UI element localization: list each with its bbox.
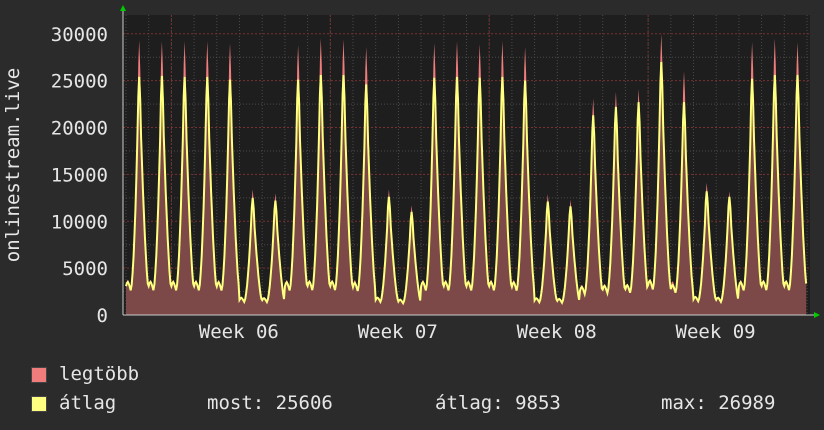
axes <box>120 5 820 318</box>
x-tick-label: Week 07 <box>358 321 438 340</box>
y-tick-label: 20000 <box>51 118 108 140</box>
legend-swatch-max <box>31 367 47 383</box>
y-axis-label: onlinestream.live <box>2 68 24 262</box>
legend-entry-avg: átlag most: 25606 átlag: 9853 max: 26989 <box>31 392 811 414</box>
legend-label-avg: átlag <box>59 392 117 414</box>
y-tick-label: 30000 <box>51 24 108 46</box>
y-tick-label: 5000 <box>62 258 108 280</box>
y-tick-labels: 0 5000 10000 15000 20000 25000 30000 <box>51 24 108 327</box>
x-tick-labels: Week 06 Week 07 Week 08 Week 09 <box>199 321 756 340</box>
x-tick-label: Week 06 <box>199 321 279 340</box>
stat-max: max: 26989 <box>661 392 776 414</box>
stat-current: most: 25606 <box>207 392 333 414</box>
stat-average: átlag: 9853 <box>435 392 561 414</box>
grid-lines <box>123 15 810 315</box>
y-tick-label: 10000 <box>51 211 108 233</box>
y-tick-label: 25000 <box>51 71 108 93</box>
y-tick-label: 0 <box>97 305 108 327</box>
y-tick-label: 15000 <box>51 164 108 186</box>
legend-swatch-avg <box>31 396 47 412</box>
series-line-avg <box>125 61 808 306</box>
series-area-avg <box>126 62 807 315</box>
x-tick-label: Week 08 <box>517 321 597 340</box>
x-axis-arrow <box>814 312 820 318</box>
legend-label-max: legtöbb <box>59 363 140 385</box>
x-tick-label: Week 09 <box>676 321 756 340</box>
y-axis-arrow <box>120 5 126 11</box>
